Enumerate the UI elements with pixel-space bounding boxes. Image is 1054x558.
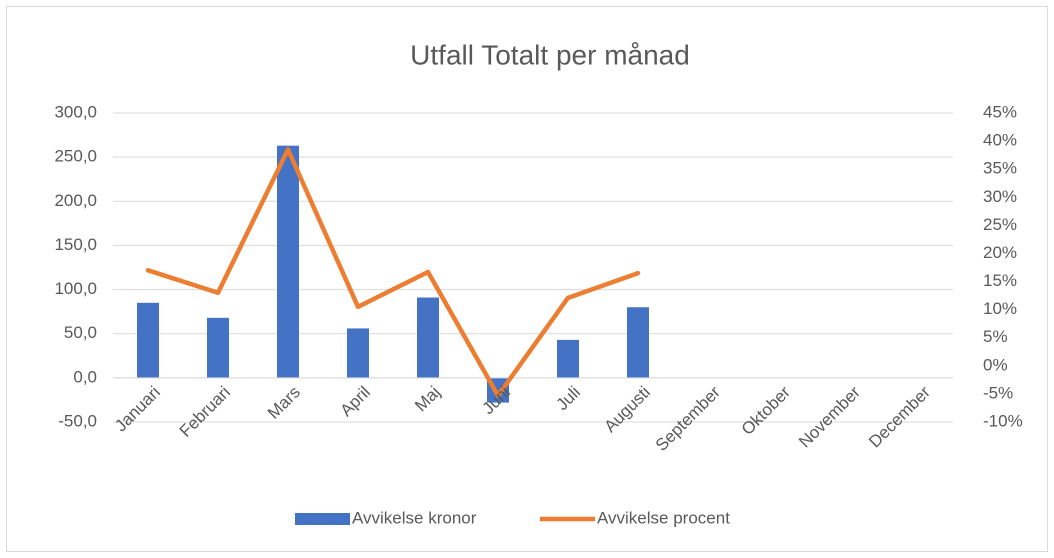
- y-tick-label: -50,0: [58, 411, 97, 430]
- y2-tick-label: 45%: [983, 102, 1017, 121]
- y2-tick-label: 30%: [983, 187, 1017, 206]
- bar: [417, 297, 439, 378]
- y2-tick-label: 20%: [983, 243, 1017, 262]
- y-tick-label: 0,0: [73, 367, 97, 386]
- y-tick-label: 250,0: [54, 147, 97, 166]
- legend-label: Avvikelse kronor: [352, 508, 477, 527]
- y2-tick-label: -10%: [983, 411, 1023, 430]
- y-tick-label: 50,0: [64, 323, 97, 342]
- y2-tick-label: 35%: [983, 159, 1017, 178]
- y2-tick-label: 0%: [983, 355, 1008, 374]
- y-tick-label: 100,0: [54, 279, 97, 298]
- chart-border: [6, 6, 1048, 552]
- y2-tick-label: 15%: [983, 271, 1017, 290]
- bar: [207, 317, 229, 378]
- y2-tick-label: 25%: [983, 215, 1017, 234]
- y2-tick-label: 5%: [983, 327, 1008, 346]
- bar: [277, 145, 299, 378]
- bar: [557, 339, 579, 378]
- y-tick-label: 150,0: [54, 235, 97, 254]
- bar: [137, 302, 159, 378]
- legend-label: Avvikelse procent: [597, 508, 730, 527]
- y2-tick-label: 40%: [983, 131, 1017, 150]
- y-tick-label: 300,0: [54, 102, 97, 121]
- chart-title: Utfall Totalt per månad: [410, 39, 690, 70]
- bar: [347, 328, 369, 378]
- bar: [627, 307, 649, 378]
- y2-tick-label: -5%: [983, 383, 1013, 402]
- line: [145, 147, 641, 398]
- y-tick-label: 200,0: [54, 191, 97, 210]
- legend-swatch: [295, 513, 350, 525]
- y2-tick-label: 10%: [983, 299, 1017, 318]
